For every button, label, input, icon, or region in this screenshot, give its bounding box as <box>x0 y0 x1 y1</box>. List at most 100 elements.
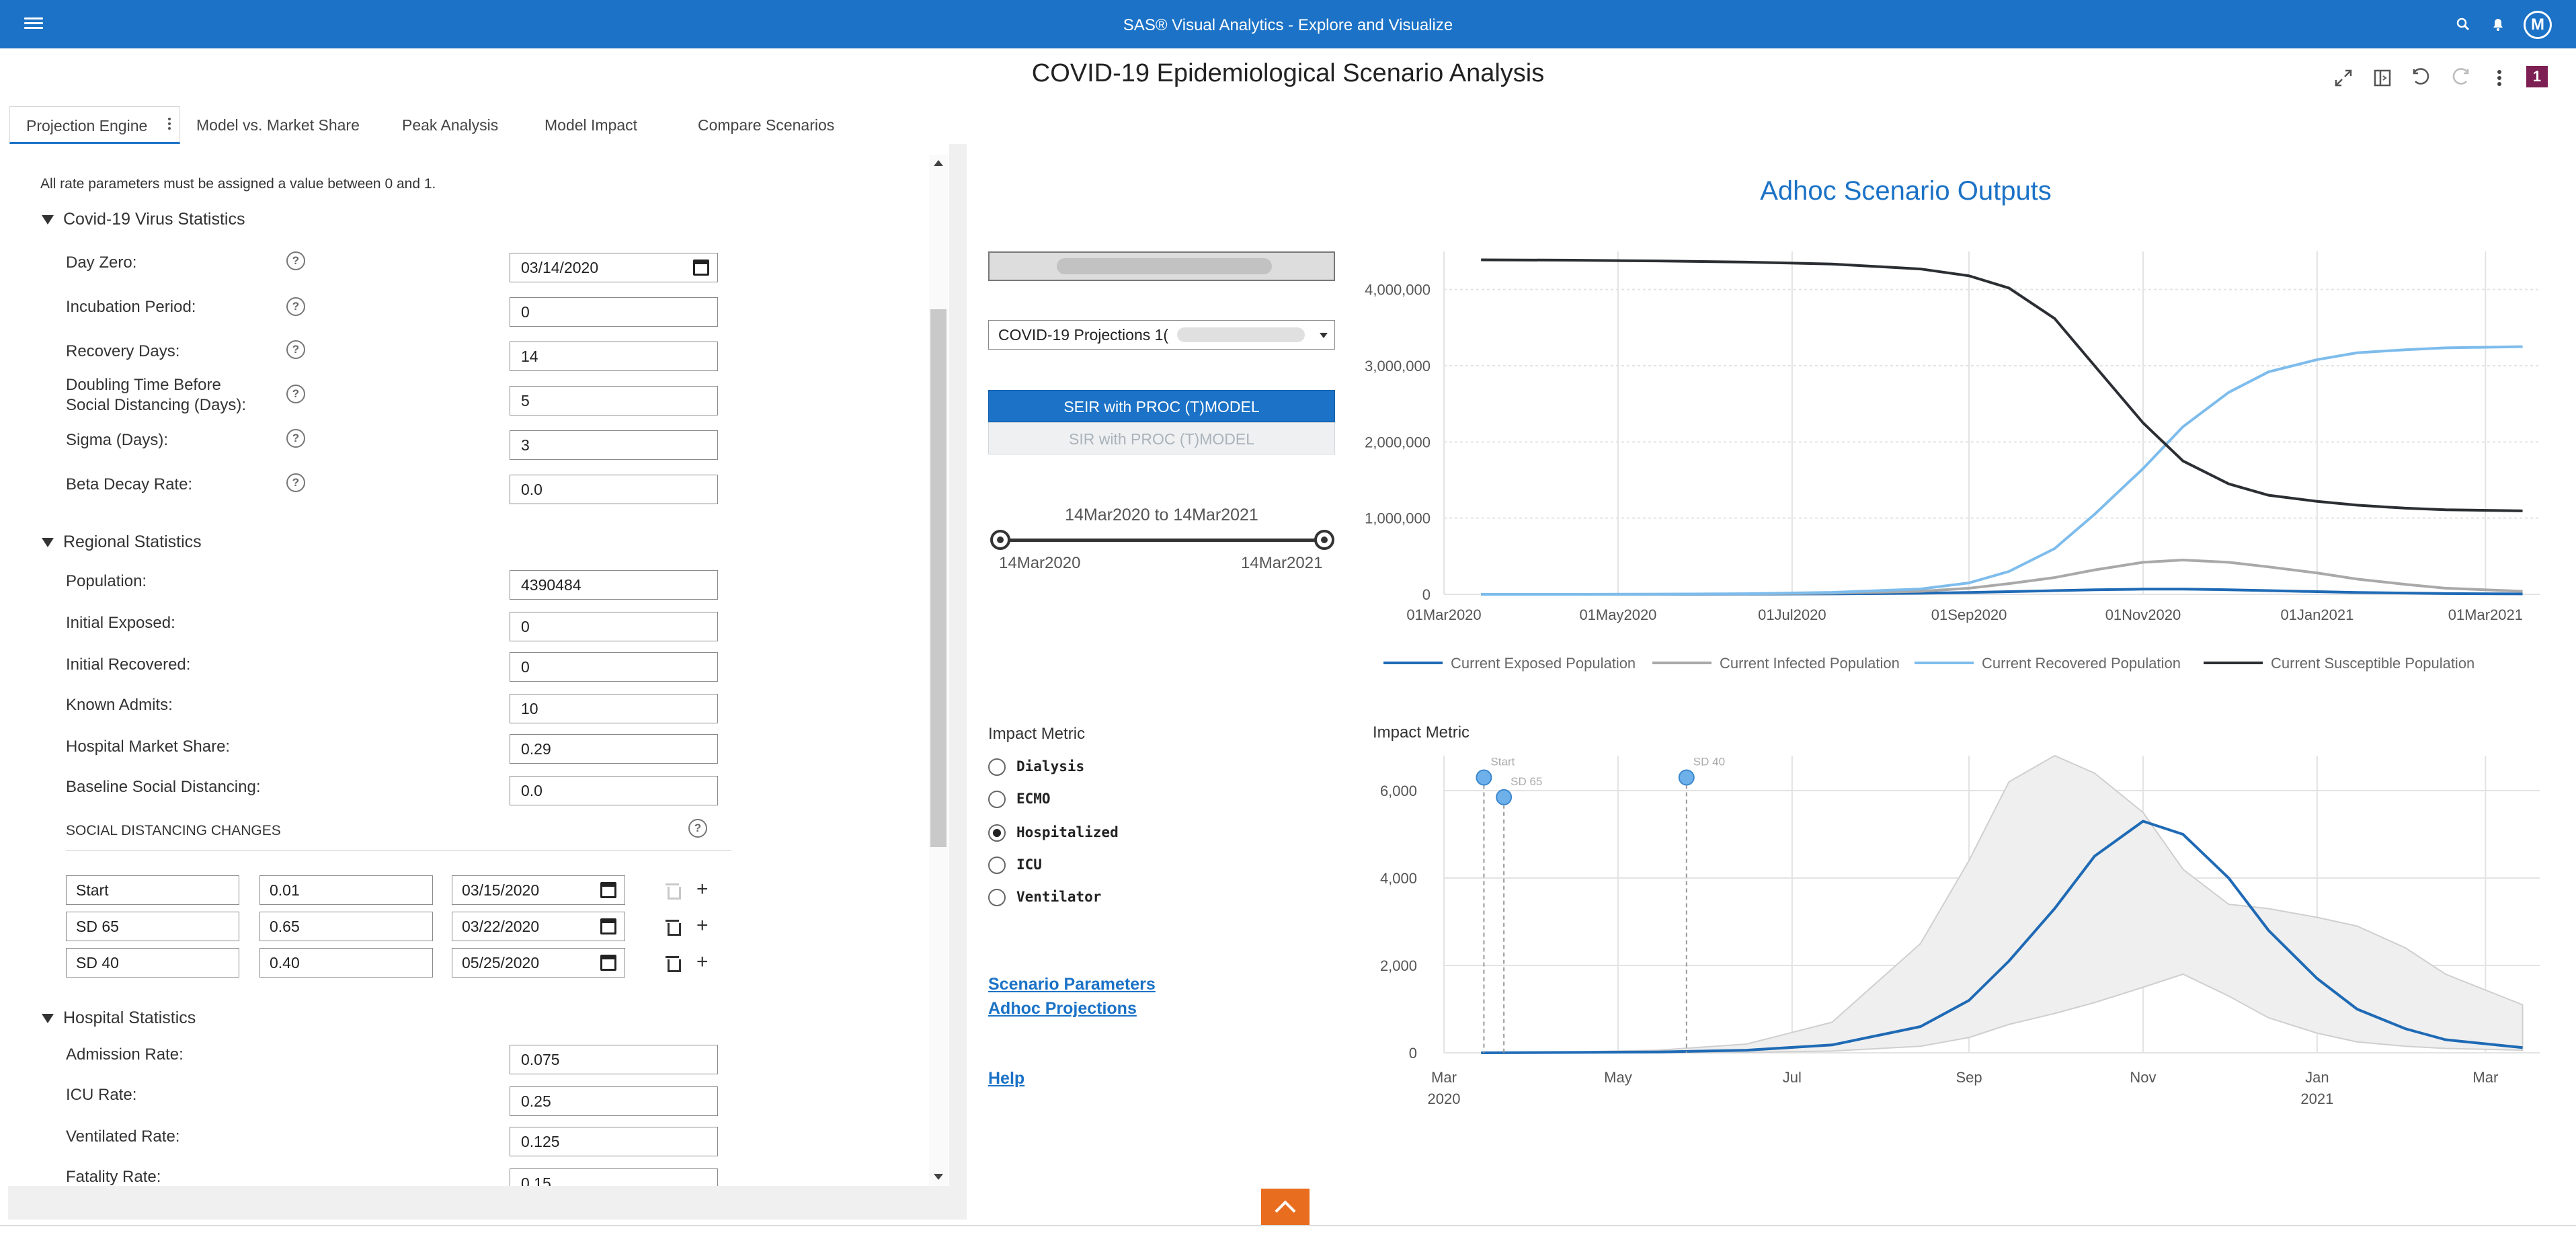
add-row-plus-icon[interactable]: + <box>696 914 709 937</box>
radio-button-selected[interactable] <box>988 824 1006 842</box>
sir-button[interactable]: SIR with PROC (T)MODEL <box>988 422 1335 454</box>
initial-recovered-input[interactable]: 0 <box>510 652 718 682</box>
admission-rate-input[interactable]: 0.075 <box>510 1045 718 1074</box>
scrollbar-thumb[interactable] <box>930 309 947 847</box>
tab-projection-engine[interactable]: Projection Engine <box>9 106 180 144</box>
radio-button[interactable] <box>988 791 1006 808</box>
sd-date-input[interactable]: 05/25/2020 <box>452 948 625 978</box>
add-row-plus-icon[interactable]: + <box>696 951 709 973</box>
virus-section-header[interactable]: Covid-19 Virus Statistics <box>42 210 245 229</box>
collapse-triangle-icon <box>42 1014 54 1024</box>
sd-date-input[interactable]: 03/15/2020 <box>452 875 625 905</box>
date-range-slider-track[interactable] <box>999 539 1324 542</box>
tab-model-vs-market-share[interactable]: Model vs. Market Share <box>196 116 360 134</box>
collapse-up-button[interactable] <box>1261 1189 1310 1226</box>
projection-select[interactable]: COVID-19 Projections 1( <box>988 320 1335 350</box>
redacted-text <box>1177 327 1305 342</box>
calendar-icon[interactable] <box>600 955 616 971</box>
calendar-icon[interactable] <box>693 260 709 276</box>
tab-peak-analysis[interactable]: Peak Analysis <box>402 116 499 134</box>
sd-name-input[interactable]: SD 65 <box>66 912 239 941</box>
day-zero-date-input[interactable]: 03/14/2020 <box>510 253 718 282</box>
legend-label: Current Infected Population <box>1720 655 1900 672</box>
radio-button[interactable] <box>988 758 1006 776</box>
ventilated-rate-input[interactable]: 0.125 <box>510 1127 718 1156</box>
radio-button[interactable] <box>988 857 1006 874</box>
scroll-down-icon[interactable] <box>934 1174 943 1180</box>
sd-rate-input[interactable]: 0.65 <box>259 912 433 941</box>
option-label: Ventilator <box>1016 889 1102 905</box>
help-icon[interactable]: ? <box>286 297 305 316</box>
help-icon[interactable]: ? <box>286 473 305 492</box>
series-line <box>1481 820 2523 1054</box>
beta-decay-input[interactable]: 0.0 <box>510 475 718 504</box>
scroll-up-icon[interactable] <box>934 160 943 166</box>
field-label: Fatality Rate: <box>66 1168 161 1186</box>
y-tick-label: 0 <box>1422 586 1431 603</box>
help-link[interactable]: Help <box>988 1069 1025 1088</box>
field-label: Recovery Days: <box>66 342 180 360</box>
tab-compare-scenarios[interactable]: Compare Scenarios <box>698 116 835 134</box>
range-end-handle[interactable] <box>1314 530 1334 550</box>
page-badge[interactable]: 1 <box>2526 66 2548 87</box>
sd-rate-input[interactable]: 0.40 <box>259 948 433 978</box>
help-icon[interactable]: ? <box>286 340 305 359</box>
panel-layout-icon[interactable] <box>2369 65 2396 91</box>
redo-icon[interactable] <box>2447 65 2474 91</box>
notifications-bell-icon[interactable] <box>2486 12 2510 36</box>
adhoc-projections-link[interactable]: Adhoc Projections <box>988 999 1137 1018</box>
field-label: Population: <box>66 572 147 590</box>
scenario-parameters-link[interactable]: Scenario Parameters <box>988 975 1156 994</box>
outputs-panel: Adhoc Scenario Outputs COVID-19 Projecti… <box>967 144 2563 1220</box>
range-start-handle[interactable] <box>990 530 1010 550</box>
baseline-sd-input[interactable]: 0.0 <box>510 776 718 805</box>
trash-icon <box>666 882 681 900</box>
population-input[interactable]: 4390484 <box>510 570 718 600</box>
input-value: 03/22/2020 <box>462 918 540 935</box>
bottom-edge <box>0 1225 2576 1233</box>
tab-model-impact[interactable]: Model Impact <box>545 116 638 134</box>
panel-scrollbar[interactable] <box>929 155 948 1186</box>
divider <box>66 850 731 851</box>
more-options-icon[interactable] <box>2486 65 2513 91</box>
redacted-text <box>1057 258 1272 274</box>
search-icon[interactable] <box>2451 12 2475 36</box>
range-end-label: 14Mar2021 <box>1241 554 1323 572</box>
trash-icon[interactable] <box>666 918 681 936</box>
undo-icon[interactable] <box>2408 65 2435 91</box>
incubation-period-input[interactable]: 0 <box>510 297 718 327</box>
known-admits-input[interactable]: 10 <box>510 694 718 723</box>
sd-name-input[interactable]: SD 40 <box>66 948 239 978</box>
help-icon[interactable]: ? <box>286 385 305 403</box>
scenario-name-field[interactable] <box>988 251 1335 281</box>
sigma-input[interactable]: 3 <box>510 430 718 460</box>
sd-rate-input[interactable]: 0.01 <box>259 875 433 905</box>
add-row-plus-icon[interactable]: + <box>696 878 709 900</box>
doubling-time-input[interactable]: 5 <box>510 386 718 415</box>
regional-section-header[interactable]: Regional Statistics <box>42 532 202 552</box>
sd-name-input[interactable]: Start <box>66 875 239 905</box>
help-icon[interactable]: ? <box>286 251 305 270</box>
radio-button[interactable] <box>988 889 1006 906</box>
maximize-icon[interactable] <box>2330 65 2357 91</box>
hospital-section-header[interactable]: Hospital Statistics <box>42 1008 196 1028</box>
market-share-input[interactable]: 0.29 <box>510 734 718 764</box>
recovery-days-input[interactable]: 14 <box>510 342 718 371</box>
tab-options-icon[interactable] <box>165 116 173 134</box>
help-icon[interactable]: ? <box>688 819 707 838</box>
user-avatar[interactable]: M <box>2524 11 2552 39</box>
calendar-icon[interactable] <box>600 882 616 898</box>
seir-button[interactable]: SEIR with PROC (T)MODEL <box>988 390 1335 422</box>
y-tick-label: 6,000 <box>1380 783 1417 799</box>
fatality-rate-input[interactable]: 0.15 <box>510 1168 718 1186</box>
x-tick-label: 2021 <box>2300 1090 2333 1107</box>
calendar-icon[interactable] <box>600 918 616 934</box>
annotation-label: SD 65 <box>1511 775 1542 788</box>
help-icon[interactable]: ? <box>286 429 305 448</box>
icu-rate-input[interactable]: 0.25 <box>510 1086 718 1116</box>
initial-exposed-input[interactable]: 0 <box>510 612 718 641</box>
y-tick-label: 4,000 <box>1380 870 1417 887</box>
sd-date-input[interactable]: 03/22/2020 <box>452 912 625 941</box>
hamburger-menu-icon[interactable] <box>24 15 43 34</box>
trash-icon[interactable] <box>666 955 681 972</box>
